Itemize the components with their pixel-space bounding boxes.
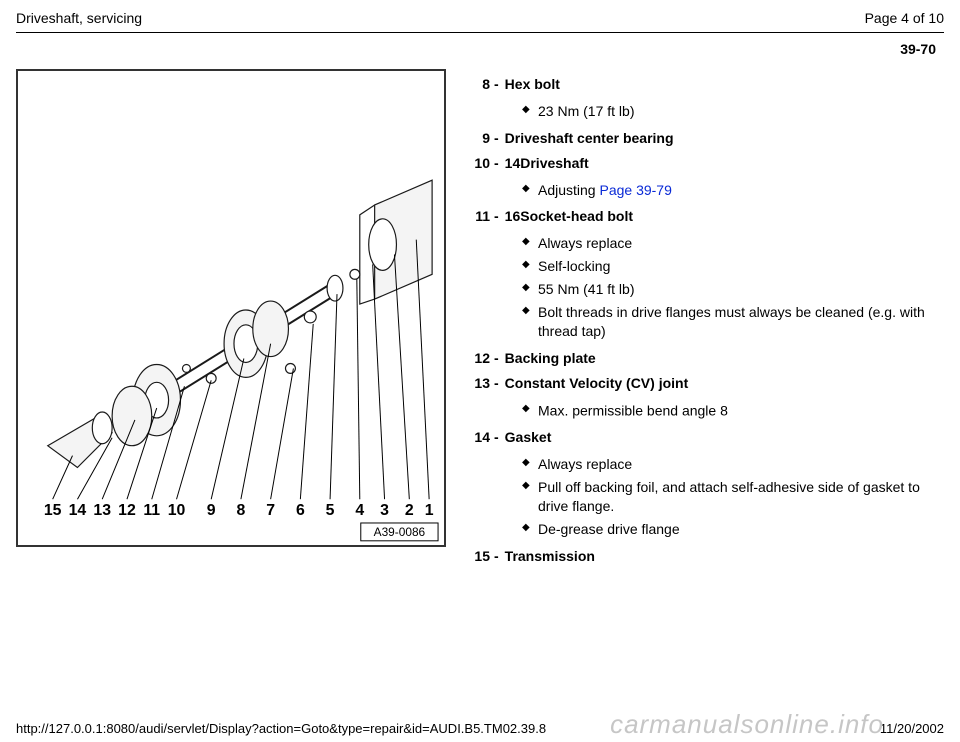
bullet: Pull off backing foil, and attach self-a… — [522, 476, 944, 518]
item-8: 8 - Hex bolt — [466, 75, 944, 94]
callout-9: 9 — [207, 502, 216, 519]
bullet: Self-locking — [522, 255, 944, 278]
item-number: 10 — [466, 154, 494, 173]
callout-7: 7 — [266, 502, 275, 519]
driveshaft-diagram: 15 14 13 12 11 10 9 8 7 6 5 4 3 2 — [16, 69, 446, 547]
page-indicator: Page 4 of 10 — [865, 10, 944, 26]
item-number: 14 — [466, 428, 494, 447]
item-9: 9 - Driveshaft center bearing — [466, 129, 944, 148]
item-11: 11 - 16Socket-head bolt — [466, 207, 944, 226]
callout-12: 12 — [118, 502, 136, 519]
bullet: De-grease drive flange — [522, 518, 944, 541]
item-separator: - — [494, 428, 505, 447]
bullet: 23 Nm (17 ft lb) — [522, 100, 944, 123]
item-list-column: 8 - Hex bolt 23 Nm (17 ft lb) 9 - Drives… — [466, 69, 944, 715]
item-label: 14Driveshaft — [505, 154, 589, 173]
item-separator: - — [494, 374, 505, 393]
header-rule — [16, 32, 944, 33]
diagram-tag: A39-0086 — [374, 525, 426, 539]
item-15: 15 - Transmission — [466, 547, 944, 566]
bullet: 55 Nm (41 ft lb) — [522, 278, 944, 301]
item-number: 9 — [466, 129, 494, 148]
callout-4: 4 — [355, 502, 364, 519]
bullet: Adjusting Page 39-79 — [522, 179, 944, 202]
callout-10: 10 — [168, 502, 186, 519]
item-number: 15 — [466, 547, 494, 566]
item-label: Transmission — [505, 547, 595, 566]
item-separator: - — [494, 547, 505, 566]
item-separator: - — [494, 207, 505, 226]
item-14-bullets: Always replace Pull off backing foil, an… — [522, 453, 944, 541]
item-separator: - — [494, 75, 505, 94]
item-label: Constant Velocity (CV) joint — [505, 374, 689, 393]
bullet: Bolt threads in drive flanges must alway… — [522, 301, 944, 343]
callout-15: 15 — [44, 502, 62, 519]
callout-5: 5 — [326, 502, 335, 519]
bullet: Always replace — [522, 232, 944, 255]
item-separator: - — [494, 349, 505, 368]
page-header: Driveshaft, servicing Page 4 of 10 — [16, 10, 944, 32]
figure-column: 15 14 13 12 11 10 9 8 7 6 5 4 3 2 — [16, 69, 446, 715]
item-label: 16Socket-head bolt — [505, 207, 633, 226]
callout-1: 1 — [425, 502, 434, 519]
item-label: Hex bolt — [505, 75, 560, 94]
callout-13: 13 — [93, 502, 111, 519]
footer-date: 11/20/2002 — [880, 721, 944, 736]
item-number: 13 — [466, 374, 494, 393]
document-page: Driveshaft, servicing Page 4 of 10 39-70 — [0, 0, 960, 742]
item-10: 10 - 14Driveshaft — [466, 154, 944, 173]
item-label: Backing plate — [505, 349, 596, 368]
item-13-bullets: Max. permissible bend angle 8 — [522, 399, 944, 423]
item-12: 12 - Backing plate — [466, 349, 944, 368]
item-number: 12 — [466, 349, 494, 368]
section-number: 39-70 — [16, 41, 944, 57]
callout-6: 6 — [296, 502, 305, 519]
item-13: 13 - Constant Velocity (CV) joint — [466, 374, 944, 393]
item-8-bullets: 23 Nm (17 ft lb) — [522, 100, 944, 123]
item-label: Driveshaft center bearing — [505, 129, 674, 148]
page-link[interactable]: Page 39-79 — [599, 182, 671, 198]
callout-2: 2 — [405, 502, 414, 519]
page-footer: carmanualsonline.info http://127.0.0.1:8… — [16, 715, 944, 742]
footer-url: http://127.0.0.1:8080/audi/servlet/Displ… — [16, 721, 546, 736]
callout-3: 3 — [380, 502, 389, 519]
callout-14: 14 — [69, 502, 87, 519]
item-number: 11 — [466, 207, 494, 226]
item-number: 8 — [466, 75, 494, 94]
item-separator: - — [494, 129, 505, 148]
callout-label-row: 15 14 13 12 11 10 9 8 7 6 5 4 3 2 — [44, 502, 434, 519]
document-title: Driveshaft, servicing — [16, 10, 142, 26]
bullet: Always replace — [522, 453, 944, 476]
item-separator: - — [494, 154, 505, 173]
item-label: Gasket — [505, 428, 552, 447]
main-content: 15 14 13 12 11 10 9 8 7 6 5 4 3 2 — [16, 69, 944, 715]
callout-11: 11 — [143, 502, 160, 519]
item-14: 14 - Gasket — [466, 428, 944, 447]
callout-8: 8 — [237, 502, 246, 519]
bullet: Max. permissible bend angle 8 — [522, 399, 944, 423]
item-11-bullets: Always replace Self-locking 55 Nm (41 ft… — [522, 232, 944, 342]
item-10-bullets: Adjusting Page 39-79 — [522, 179, 944, 202]
